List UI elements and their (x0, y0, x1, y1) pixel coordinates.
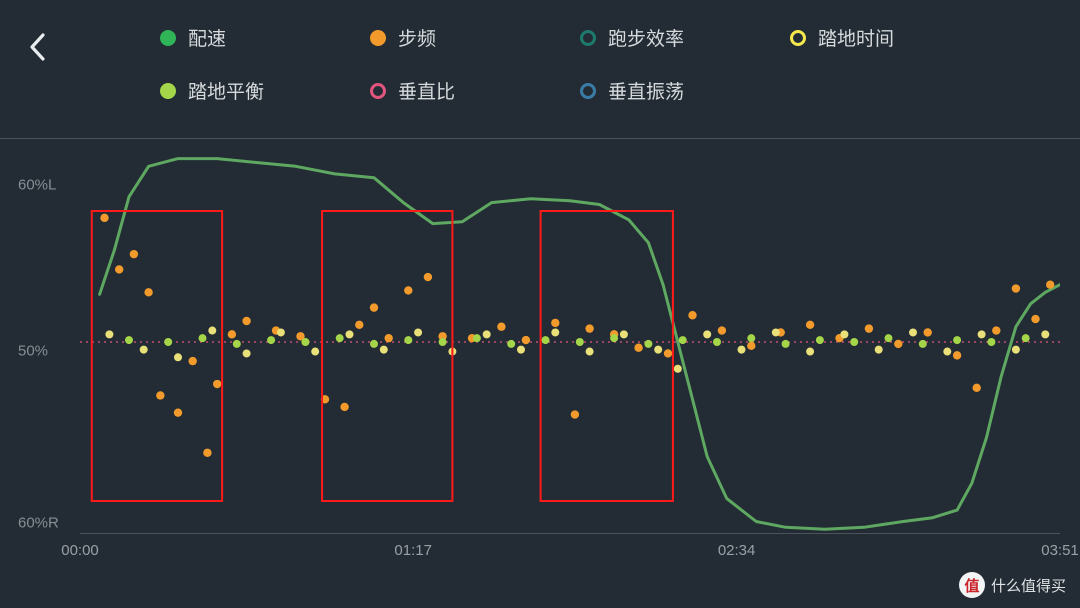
watermark: 值 什么值得买 (959, 572, 1066, 598)
x-axis: 00:0001:1702:3403:51 (80, 533, 1060, 561)
x-tick: 02:34 (718, 542, 756, 559)
legend-item[interactable]: 跑步效率 (580, 24, 790, 51)
legend-label: 跑步效率 (608, 24, 684, 51)
legend-label: 垂直振荡 (608, 77, 684, 104)
y-label-bottom: 60%R (18, 515, 59, 532)
watermark-label: 什么值得买 (991, 575, 1066, 596)
legend-item[interactable]: 步频 (370, 24, 580, 51)
x-tick: 03:51 (1041, 542, 1079, 559)
legend-swatch (580, 83, 596, 99)
x-tick: 01:17 (394, 542, 432, 559)
legend-item[interactable]: 踏地时间 (790, 24, 1000, 51)
header: 配速 步频 跑步效率 踏地时间踏地平衡 垂直比 垂直振荡 (0, 0, 1080, 120)
legend-item[interactable]: 垂直振荡 (580, 77, 790, 104)
legend-swatch (160, 83, 176, 99)
legend-swatch (790, 30, 806, 46)
legend-label: 配速 (188, 24, 226, 51)
legend-item[interactable]: 踏地平衡 (160, 77, 370, 104)
x-tick: 00:00 (61, 542, 99, 559)
plot-region[interactable] (80, 151, 1060, 533)
back-button[interactable] (28, 32, 46, 67)
chevron-left-icon (28, 32, 46, 62)
chart-area: 60%L 50% 60%R 00:00 01:17 02:34 03:51 (0, 151, 1080, 561)
legend-label: 踏地时间 (818, 24, 894, 51)
header-divider (0, 138, 1080, 139)
legend-swatch (370, 30, 386, 46)
legend-label: 踏地平衡 (188, 77, 264, 104)
legend-item[interactable]: 垂直比 (370, 77, 580, 104)
legend-label: 步频 (398, 24, 436, 51)
watermark-badge: 值 (959, 572, 985, 598)
legend-label: 垂直比 (398, 77, 455, 104)
y-label-top: 60%L (18, 177, 56, 194)
legend-swatch (580, 30, 596, 46)
legend-swatch (160, 30, 176, 46)
legend-item[interactable]: 配速 (160, 24, 370, 51)
legend-swatch (370, 83, 386, 99)
y-label-mid: 50% (18, 343, 48, 360)
legend: 配速 步频 跑步效率 踏地时间踏地平衡 垂直比 垂直振荡 (160, 24, 1080, 104)
